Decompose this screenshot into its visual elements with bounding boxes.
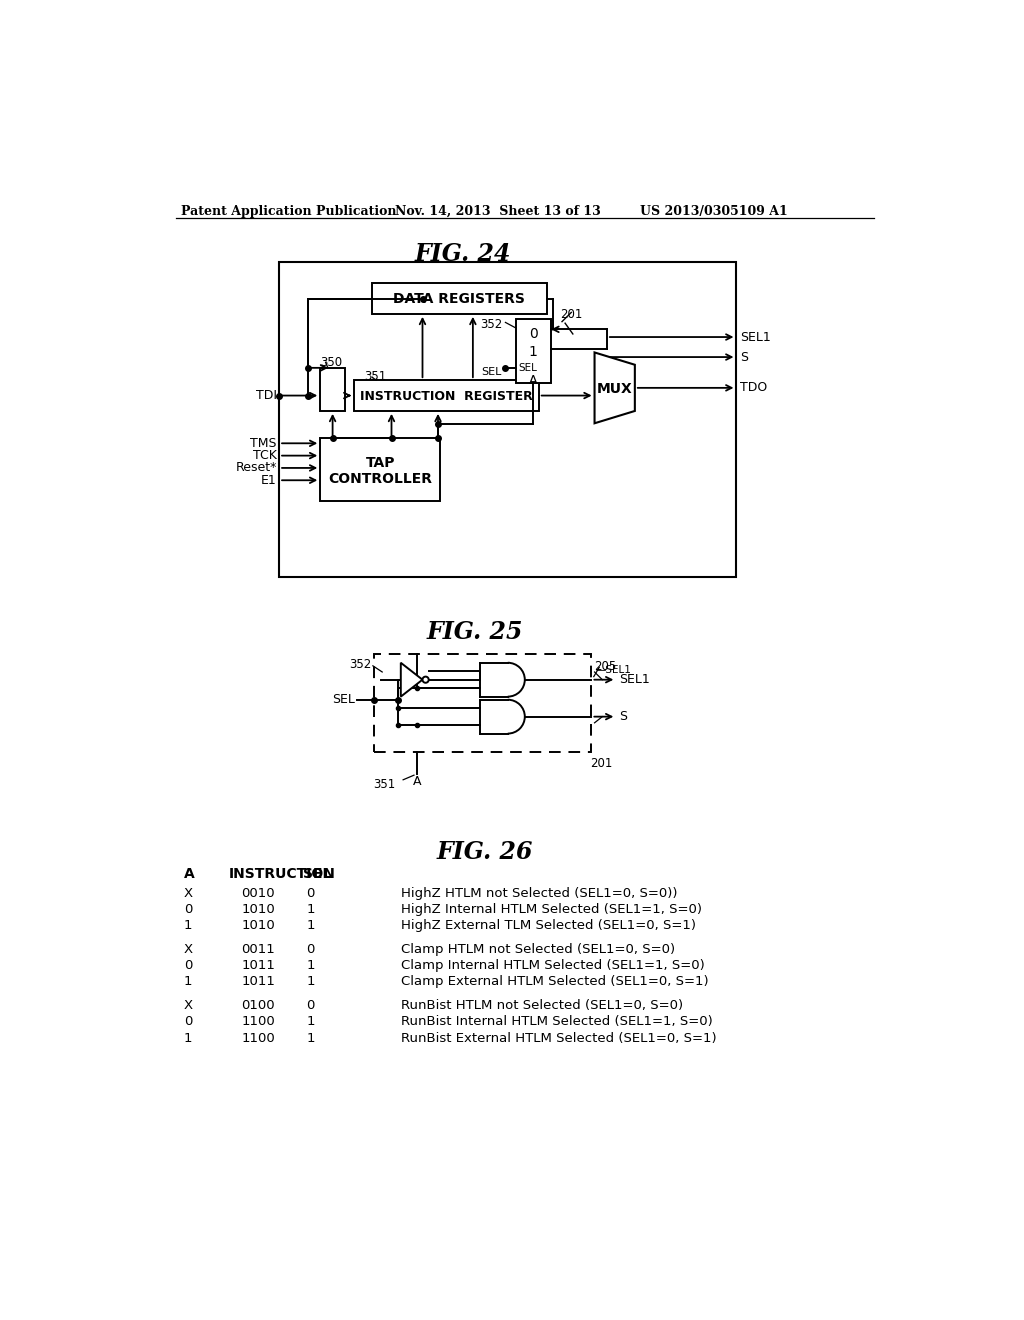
Text: E1: E1 [261,474,276,487]
Text: 0: 0 [529,327,538,341]
Text: 1100: 1100 [241,1032,274,1044]
Polygon shape [400,663,423,697]
Text: 1011: 1011 [241,960,275,973]
Text: 0100: 0100 [241,999,274,1012]
Text: 0: 0 [183,1015,193,1028]
Text: TCK: TCK [253,449,276,462]
Text: 1: 1 [306,919,314,932]
Text: X: X [183,999,193,1012]
Bar [280,263,736,577]
Text: 1011: 1011 [241,975,275,989]
Text: CONTROLLER: CONTROLLER [329,471,432,486]
Text: 1: 1 [306,1032,314,1044]
Text: INSTRUCTION: INSTRUCTION [228,867,336,880]
Text: SEL1: SEL1 [740,330,771,343]
Bar [515,318,551,383]
Text: TDO: TDO [740,381,768,395]
Text: 0: 0 [306,942,314,956]
Text: HighZ External TLM Selected (SEL1=0, S=1): HighZ External TLM Selected (SEL1=0, S=1… [400,919,695,932]
Text: SEL: SEL [332,693,355,706]
Text: 1: 1 [306,903,314,916]
Bar [321,438,440,502]
Text: SEL: SEL [303,867,332,880]
Text: SEL1: SEL1 [620,673,650,686]
Text: HighZ HTLM not Selected (SEL1=0, S=0)): HighZ HTLM not Selected (SEL1=0, S=0)) [400,887,677,900]
Text: MUX: MUX [597,381,633,396]
Text: 201: 201 [590,756,612,770]
Text: Clamp Internal HTLM Selected (SEL1=1, S=0): Clamp Internal HTLM Selected (SEL1=1, S=… [400,960,705,973]
Bar [375,653,592,752]
Text: 1010: 1010 [241,919,274,932]
Text: 0: 0 [183,903,193,916]
Text: RunBist Internal HTLM Selected (SEL1=1, S=0): RunBist Internal HTLM Selected (SEL1=1, … [400,1015,713,1028]
Text: RunBist External HTLM Selected (SEL1=0, S=1): RunBist External HTLM Selected (SEL1=0, … [400,1032,717,1044]
Text: 1: 1 [183,975,193,989]
Text: 0011: 0011 [241,942,274,956]
Text: US 2013/0305109 A1: US 2013/0305109 A1 [640,205,787,218]
Text: Nov. 14, 2013  Sheet 13 of 13: Nov. 14, 2013 Sheet 13 of 13 [395,205,601,218]
Text: 1100: 1100 [241,1015,274,1028]
Text: 0: 0 [183,960,193,973]
Text: FIG. 26: FIG. 26 [436,840,532,863]
Text: 205: 205 [595,660,616,673]
Text: A: A [183,867,195,880]
Text: 1: 1 [183,1032,193,1044]
Bar [321,368,345,411]
Text: RunBist HTLM not Selected (SEL1=0, S=0): RunBist HTLM not Selected (SEL1=0, S=0) [400,999,683,1012]
Text: X: X [183,942,193,956]
Text: TMS: TMS [250,437,276,450]
Text: X: X [183,887,193,900]
Text: 1010: 1010 [241,903,274,916]
Text: S: S [620,710,628,723]
Text: TAP: TAP [366,455,395,470]
Text: Clamp External HTLM Selected (SEL1=0, S=1): Clamp External HTLM Selected (SEL1=0, S=… [400,975,709,989]
Text: 201: 201 [560,308,583,321]
Text: 350: 350 [321,355,342,368]
Text: FIG. 25: FIG. 25 [426,620,523,644]
Text: INSTRUCTION  REGISTER: INSTRUCTION REGISTER [360,389,532,403]
Text: SEL: SEL [518,363,538,372]
Text: 1: 1 [306,960,314,973]
Text: 0010: 0010 [241,887,274,900]
Text: Patent Application Publication: Patent Application Publication [180,205,396,218]
Text: S: S [740,351,749,363]
Text: A: A [529,374,538,387]
Text: HighZ Internal HTLM Selected (SEL1=1, S=0): HighZ Internal HTLM Selected (SEL1=1, S=… [400,903,701,916]
Text: 351: 351 [365,370,387,383]
Text: 352: 352 [349,659,372,671]
Polygon shape [595,352,635,424]
Text: TDI: TDI [256,389,276,403]
Text: 1: 1 [183,919,193,932]
Text: 0: 0 [306,887,314,900]
Text: 0: 0 [306,999,314,1012]
Circle shape [423,677,429,682]
Text: DATA REGISTERS: DATA REGISTERS [393,292,525,306]
Text: 1: 1 [528,346,538,359]
Text: 1: 1 [306,1015,314,1028]
Text: SEL: SEL [481,367,502,378]
Text: —SEL1: —SEL1 [595,665,631,676]
Bar [354,380,539,411]
Bar [372,284,547,314]
Text: 352: 352 [480,318,503,331]
Text: A: A [413,775,421,788]
Text: Clamp HTLM not Selected (SEL1=0, S=0): Clamp HTLM not Selected (SEL1=0, S=0) [400,942,675,956]
Text: Reset*: Reset* [236,462,276,474]
Text: FIG. 24: FIG. 24 [415,242,511,265]
Text: 351: 351 [373,779,395,791]
Text: 1: 1 [306,975,314,989]
